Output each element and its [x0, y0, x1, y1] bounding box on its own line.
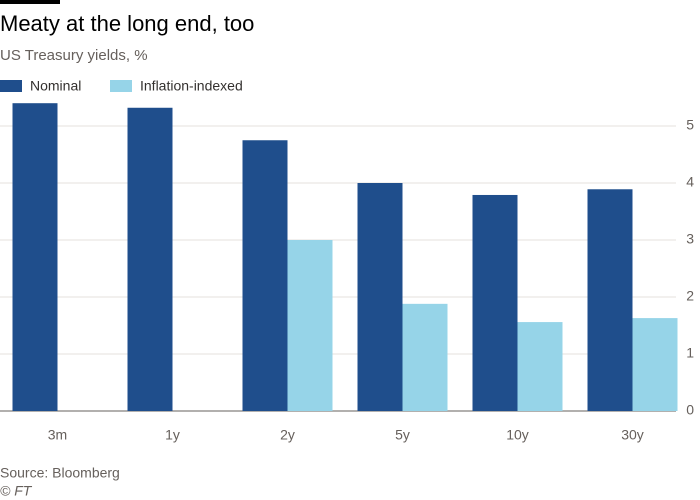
chart-subtitle: US Treasury yields, % [0, 47, 148, 64]
bar [242, 140, 288, 411]
legend-label: Nominal [30, 78, 81, 94]
x-tick-label: 5y [395, 427, 410, 443]
y-tick-label: 3 [686, 231, 694, 247]
bar [632, 318, 678, 411]
bar [127, 107, 173, 411]
legend-label: Inflation-indexed [140, 78, 243, 94]
y-tick-label: 0 [686, 402, 694, 418]
bar [587, 189, 633, 411]
bar [287, 240, 333, 411]
x-tick-label: 3m [48, 427, 67, 443]
bar [12, 103, 58, 411]
legend-swatch [0, 80, 22, 92]
bar [472, 194, 518, 411]
x-tick-label: 2y [280, 427, 295, 443]
legend-swatch [110, 80, 132, 92]
bar [402, 303, 448, 411]
credit: © FT [0, 483, 33, 499]
source: Source: Bloomberg [0, 465, 120, 481]
bar [357, 183, 403, 411]
chart-title: Meaty at the long end, too [0, 11, 254, 36]
y-tick-label: 4 [686, 174, 694, 190]
y-tick-label: 1 [686, 345, 694, 361]
bar [517, 322, 563, 411]
brand-bar [0, 0, 60, 4]
x-tick-label: 1y [165, 427, 180, 443]
y-tick-label: 5 [686, 117, 694, 133]
y-tick-label: 2 [686, 288, 694, 304]
x-tick-label: 10y [506, 427, 529, 443]
x-tick-label: 30y [621, 427, 644, 443]
